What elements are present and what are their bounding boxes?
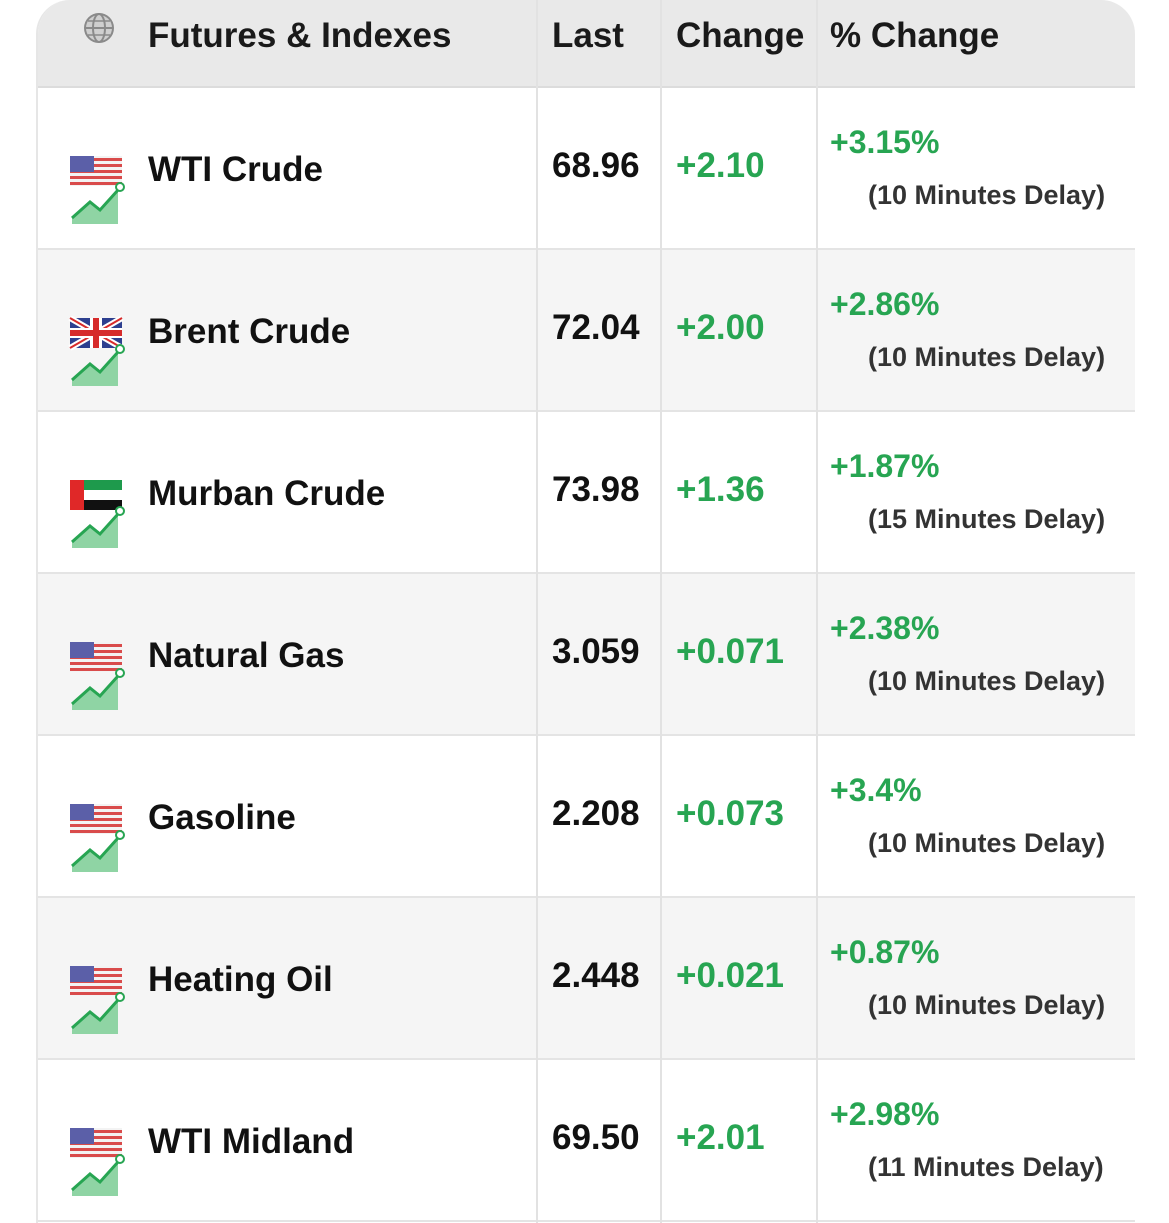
- last-value: 3.059: [552, 632, 640, 671]
- header-pct-change[interactable]: % Change: [830, 16, 1000, 55]
- instrument-name[interactable]: Heating Oil: [148, 960, 333, 999]
- pct-change-value: +2.98%: [830, 1096, 940, 1132]
- flag-trend-icon: [70, 1128, 125, 1196]
- delay-note: (10 Minutes Delay): [868, 342, 1106, 372]
- delay-note: (15 Minutes Delay): [868, 504, 1106, 534]
- instrument-name[interactable]: WTI Midland: [148, 1122, 355, 1161]
- change-value: +2.01: [676, 1118, 765, 1157]
- pct-change-value: +3.4%: [830, 772, 922, 808]
- table-row[interactable]: WTI Midland 69.50 +2.01 +2.98% (11 Minutes D…: [38, 1060, 1135, 1222]
- change-value: +1.36: [676, 470, 765, 509]
- instrument-name[interactable]: Murban Crude: [148, 474, 386, 513]
- flag-trend-icon: [70, 642, 125, 710]
- flag-trend-icon: [70, 480, 125, 548]
- column-divider: [536, 0, 538, 1223]
- last-value: 2.208: [552, 794, 640, 833]
- change-value: +2.10: [676, 146, 765, 185]
- flag-trend-icon: [70, 156, 125, 224]
- instrument-name[interactable]: Brent Crude: [148, 312, 351, 351]
- flag-trend-icon: [70, 804, 125, 872]
- change-value: +2.00: [676, 308, 765, 347]
- pct-change-value: +1.87%: [830, 448, 940, 484]
- last-value: 2.448: [552, 956, 640, 995]
- last-value: 69.50: [552, 1118, 640, 1157]
- header-change[interactable]: Change: [676, 16, 805, 55]
- table-row[interactable]: Gasoline 2.208 +0.073 +3.4% (10 Minutes Dela…: [38, 736, 1135, 898]
- pct-change-value: +0.87%: [830, 934, 940, 970]
- table-row[interactable]: WTI Crude 68.96 +2.10 +3.15% (10 Minutes Del…: [38, 88, 1135, 250]
- table-header: Futures & Indexes Last Change % Change: [38, 0, 1135, 88]
- change-value: +0.021: [676, 956, 785, 995]
- pct-change-value: +2.38%: [830, 610, 940, 646]
- futures-table: Futures & Indexes Last Change % Change W…: [36, 0, 1135, 1223]
- delay-note: (10 Minutes Delay): [868, 828, 1106, 858]
- delay-note: (11 Minutes Delay): [868, 1152, 1104, 1182]
- globe-icon: [84, 13, 114, 43]
- header-futures-indexes[interactable]: Futures & Indexes: [148, 16, 452, 55]
- column-divider: [816, 0, 818, 1223]
- delay-note: (10 Minutes Delay): [868, 666, 1106, 696]
- column-divider: [660, 0, 662, 1223]
- flag-trend-icon: [68, 316, 125, 386]
- flag-trend-icon: [70, 966, 125, 1034]
- table-row[interactable]: Natural Gas 3.059 +0.071 +2.38% (10 Minutes …: [38, 574, 1135, 736]
- last-value: 68.96: [552, 146, 640, 185]
- table-row[interactable]: Heating Oil 2.448 +0.021 +0.87% (10 Minutes …: [38, 898, 1135, 1060]
- change-value: +0.071: [676, 632, 785, 671]
- pct-change-value: +2.86%: [830, 286, 940, 322]
- pct-change-value: +3.15%: [830, 124, 940, 160]
- last-value: 73.98: [552, 470, 640, 509]
- header-last[interactable]: Last: [552, 16, 624, 55]
- table-row[interactable]: Murban Crude 73.98 +1.36 +1.87% (15 Minutes …: [38, 412, 1135, 574]
- delay-note: (10 Minutes Delay): [868, 990, 1106, 1020]
- change-value: +0.073: [676, 794, 785, 833]
- table-row[interactable]: Brent Crude 72.04 +2.00 +2.86% (10 Minutes D…: [38, 250, 1135, 412]
- delay-note: (10 Minutes Delay): [868, 180, 1106, 210]
- last-value: 72.04: [552, 308, 640, 347]
- instrument-name[interactable]: Natural Gas: [148, 636, 345, 675]
- instrument-name[interactable]: Gasoline: [148, 798, 296, 837]
- instrument-name[interactable]: WTI Crude: [148, 150, 323, 189]
